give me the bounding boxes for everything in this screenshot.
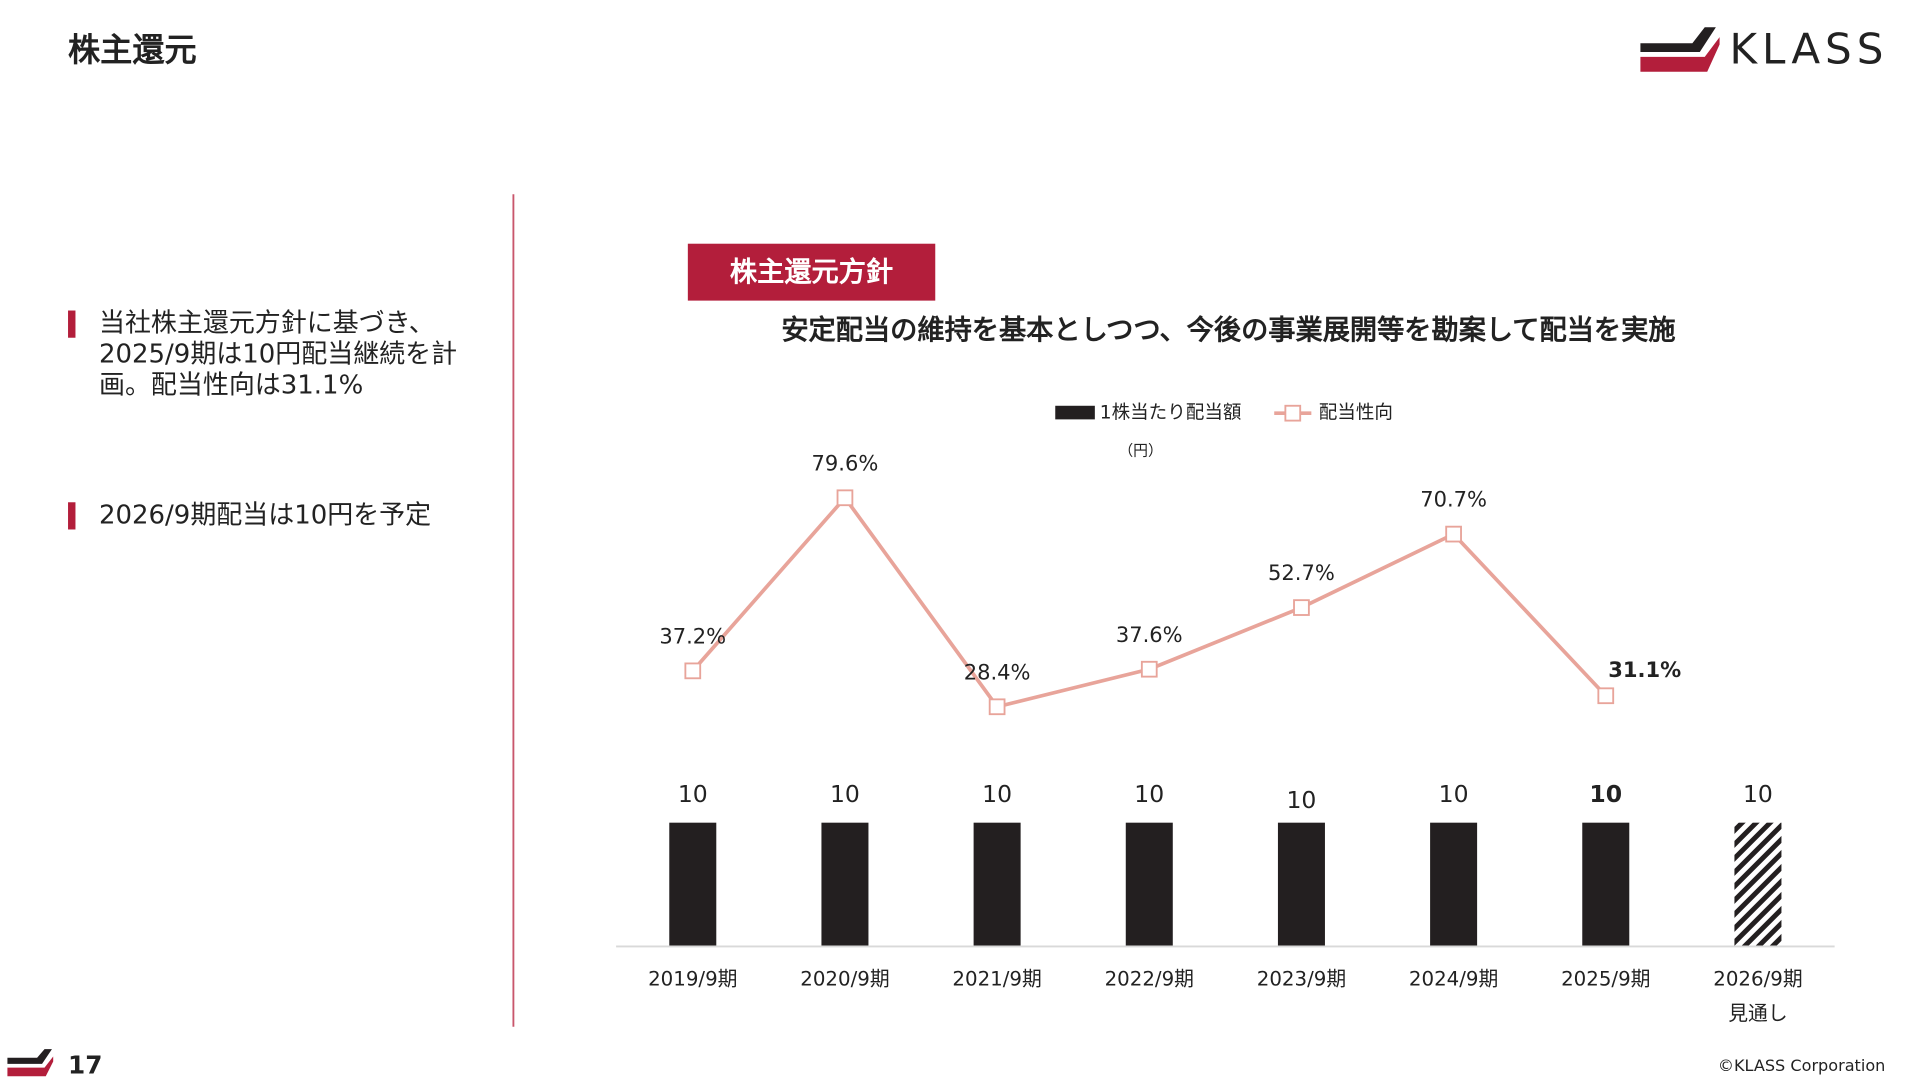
bar-value-label: 10 [1134, 780, 1164, 808]
logo-text: KLASS [1729, 24, 1888, 73]
bar [973, 822, 1021, 947]
bar [1430, 822, 1478, 947]
forecast-label: 見通し [1728, 1002, 1787, 1025]
bar [821, 822, 869, 947]
ratio-value-label: 28.4% [964, 659, 1031, 684]
bullet-text: 2026/9期配当は10円を予定 [99, 500, 431, 530]
bar-value-label: 10 [830, 780, 860, 808]
x-tick-label: 2020/9期 [800, 967, 889, 990]
slide-title: 株主還元 [68, 31, 197, 69]
ratio-marker [684, 662, 702, 680]
x-tick-label: 2019/9期 [648, 967, 737, 990]
x-tick-label: 2026/9期 [1713, 967, 1802, 990]
bar-value-label: 10 [1743, 780, 1773, 808]
copyright: ©KLASS Corporation [1718, 1056, 1885, 1075]
bar [1277, 822, 1325, 947]
bar [1582, 822, 1630, 947]
logo: KLASS [1640, 24, 1888, 73]
bar-value-label: 10 [1439, 780, 1469, 808]
page-number: 17 [68, 1050, 102, 1079]
x-tick-label: 2025/9期 [1561, 967, 1650, 990]
bar [1734, 822, 1782, 947]
bullet-marker [68, 310, 76, 338]
bar-value-label: 10 [982, 780, 1012, 808]
policy-text: 安定配当の維持を基本としつつ、今後の事業展開等を勘案して配当を実施 [781, 314, 1675, 346]
ratio-value-label: 70.7% [1420, 487, 1487, 512]
bar-value-label: 10 [1589, 780, 1622, 808]
ratio-marker [836, 489, 854, 507]
ratio-value-label: 79.6% [812, 450, 879, 475]
bar [1125, 822, 1173, 947]
ratio-value-label: 37.6% [1116, 622, 1183, 647]
x-tick-label: 2024/9期 [1409, 967, 1498, 990]
legend-swatch-marker [1284, 404, 1302, 422]
ratio-value-label: 31.1% [1608, 657, 1681, 682]
x-tick-label: 2023/9期 [1257, 967, 1346, 990]
ratio-value-label: 52.7% [1268, 560, 1335, 585]
policy-badge-text: 株主還元方針 [730, 256, 893, 288]
bullet-text: 画。配当性向は31.1% [99, 370, 363, 400]
bullet-text: 2025/9期は10円配当継続を計 [99, 340, 457, 370]
ratio-marker [1293, 599, 1310, 616]
policy-badge [687, 243, 936, 301]
footer-logo [7, 1049, 54, 1077]
legend-label: 配当性向 [1319, 403, 1393, 424]
x-tick-label: 2022/9期 [1105, 967, 1194, 990]
legend-label: 1株当たり配当額 [1100, 403, 1242, 424]
ratio-marker [1445, 525, 1462, 543]
ratio-marker [988, 698, 1006, 716]
x-tick-label: 2021/9期 [952, 967, 1041, 990]
legend-swatch-bar [1055, 405, 1095, 420]
bar-value-label: 10 [678, 780, 708, 808]
ratio-value-label: 37.2% [659, 623, 726, 648]
bar-value-label: 10 [1286, 786, 1316, 814]
ratio-marker [1597, 687, 1615, 705]
bullet-marker [68, 502, 76, 530]
bar [669, 822, 717, 947]
bullet-text: 当社株主還元方針に基づき、 [99, 309, 435, 339]
ratio-marker [1140, 660, 1158, 678]
unit-label: （円） [1118, 443, 1163, 460]
